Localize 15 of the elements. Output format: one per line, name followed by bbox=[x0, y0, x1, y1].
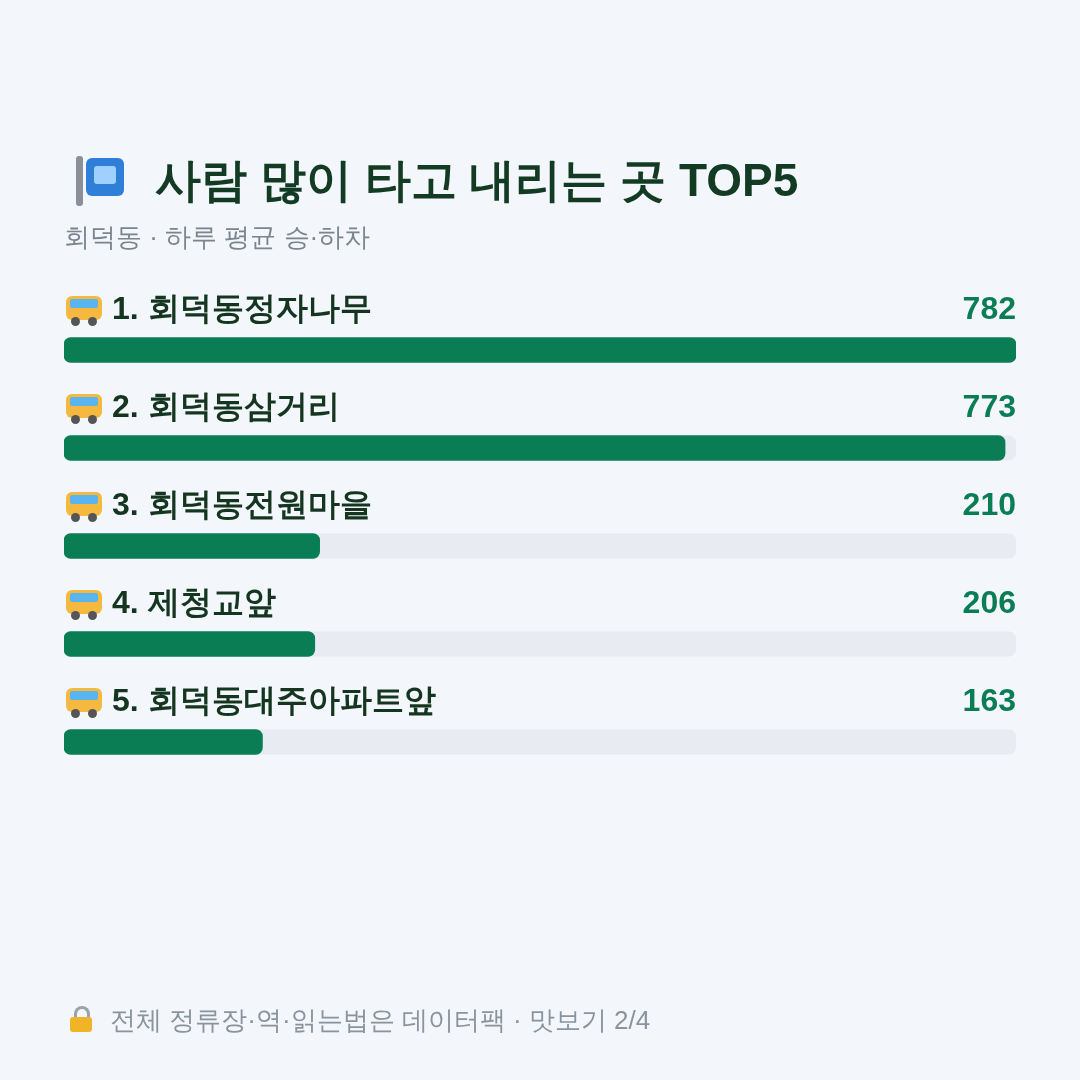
y-tick-label: 3. 회덕동전원마을 bbox=[112, 485, 372, 522]
chart-title: 사람 많이 타고 내리는 곳 TOP5 bbox=[155, 153, 799, 208]
data-label: 206 bbox=[962, 583, 1016, 620]
y-tick-label: 2. 회덕동삼거리 bbox=[112, 387, 340, 424]
y-tick-label: 4. 제청교앞 bbox=[112, 583, 276, 620]
y-tick-label: 1. 회덕동정자나무 bbox=[112, 289, 372, 326]
bar bbox=[64, 435, 1006, 461]
data-label: 773 bbox=[962, 387, 1016, 424]
y-tick-label: 5. 회덕동대주아파트앞 bbox=[112, 681, 436, 718]
bar bbox=[64, 729, 263, 755]
text: 전체 정류장·역·읽는법은 데이터팩 · 맛보기 2/4 bbox=[110, 1004, 651, 1037]
data-label: 782 bbox=[962, 289, 1016, 326]
chart-subtitle: 회덕동 · 하루 평균 승·하차 bbox=[64, 221, 371, 254]
data-label: 163 bbox=[962, 681, 1016, 718]
data-label: 210 bbox=[962, 485, 1016, 522]
